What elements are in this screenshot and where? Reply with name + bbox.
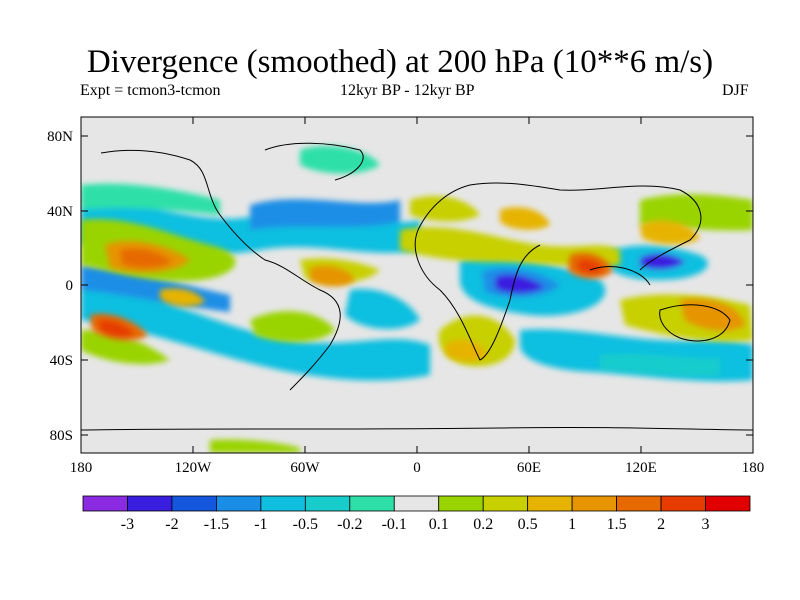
legend-label: -1.5 [204, 516, 229, 533]
lat-tick-labels: 80N 40N 0 40S 80S [47, 129, 73, 444]
legend-label: -2 [165, 516, 178, 533]
experiment-label: Expt = tcmon3-tcmon [80, 82, 221, 99]
lon-tick-label: 0 [413, 460, 421, 476]
legend-color-box [660, 495, 706, 512]
season-label: DJF [722, 82, 749, 99]
axis-ticks [80, 117, 754, 453]
legend-label: 1 [568, 516, 576, 533]
legend-label: 1.5 [607, 516, 627, 533]
legend-color-box [705, 495, 751, 512]
map-title: Divergence (smoothed) at 200 hPa (10**6 … [86, 44, 714, 80]
legend-color-box [260, 495, 306, 512]
legend-label: 2 [657, 516, 665, 533]
legend-color-box [82, 495, 128, 512]
legend-color-box [349, 495, 395, 512]
lat-tick-label: 40S [50, 353, 73, 369]
legend-color-box [171, 495, 217, 512]
legend-label: 0.2 [473, 516, 493, 533]
lon-tick-label: 60W [290, 460, 320, 476]
lat-tick-label: 80N [47, 129, 73, 145]
legend-color-box [571, 495, 618, 512]
legend-color-box [304, 495, 351, 512]
legend-label: -3 [121, 516, 134, 533]
color-legend: -3 -2 -1.5 -1 -0.5 -0.2 -0.1 0.1 0.2 0.5 1 1.5 2 3 [82, 495, 751, 533]
legend-label: -0.1 [382, 516, 407, 533]
legend-color-box [215, 495, 262, 512]
legend-label: 0.1 [429, 516, 449, 533]
lon-tick-label: 60E [517, 460, 541, 476]
legend-color-box [527, 495, 573, 512]
map-background [81, 117, 753, 453]
lon-tick-label: 180 [70, 460, 93, 476]
lon-tick-labels: 180 120W 60W 0 60E 120E 180 [70, 460, 765, 476]
legend-label: -0.5 [293, 516, 318, 533]
lat-tick-label: 0 [66, 278, 74, 294]
lon-tick-label: 120E [625, 460, 657, 476]
legend-color-box [438, 495, 484, 512]
legend-label: -1 [254, 516, 267, 533]
legend-color-box [616, 495, 662, 512]
legend-label: -0.2 [337, 516, 362, 533]
legend-color-box [127, 495, 173, 512]
lat-tick-label: 80S [50, 428, 73, 444]
legend-label: 3 [702, 516, 710, 533]
lon-tick-label: 120W [175, 460, 213, 476]
coastlines [81, 142, 753, 431]
legend-color-box [482, 495, 529, 512]
lon-tick-label: 180 [742, 460, 765, 476]
period-label: 12kyr BP - 12kyr BP [340, 82, 475, 99]
lat-tick-label: 40N [47, 204, 73, 220]
legend-color-box [393, 495, 440, 512]
legend-label: 0.5 [518, 516, 538, 533]
divergence-field [81, 145, 753, 453]
